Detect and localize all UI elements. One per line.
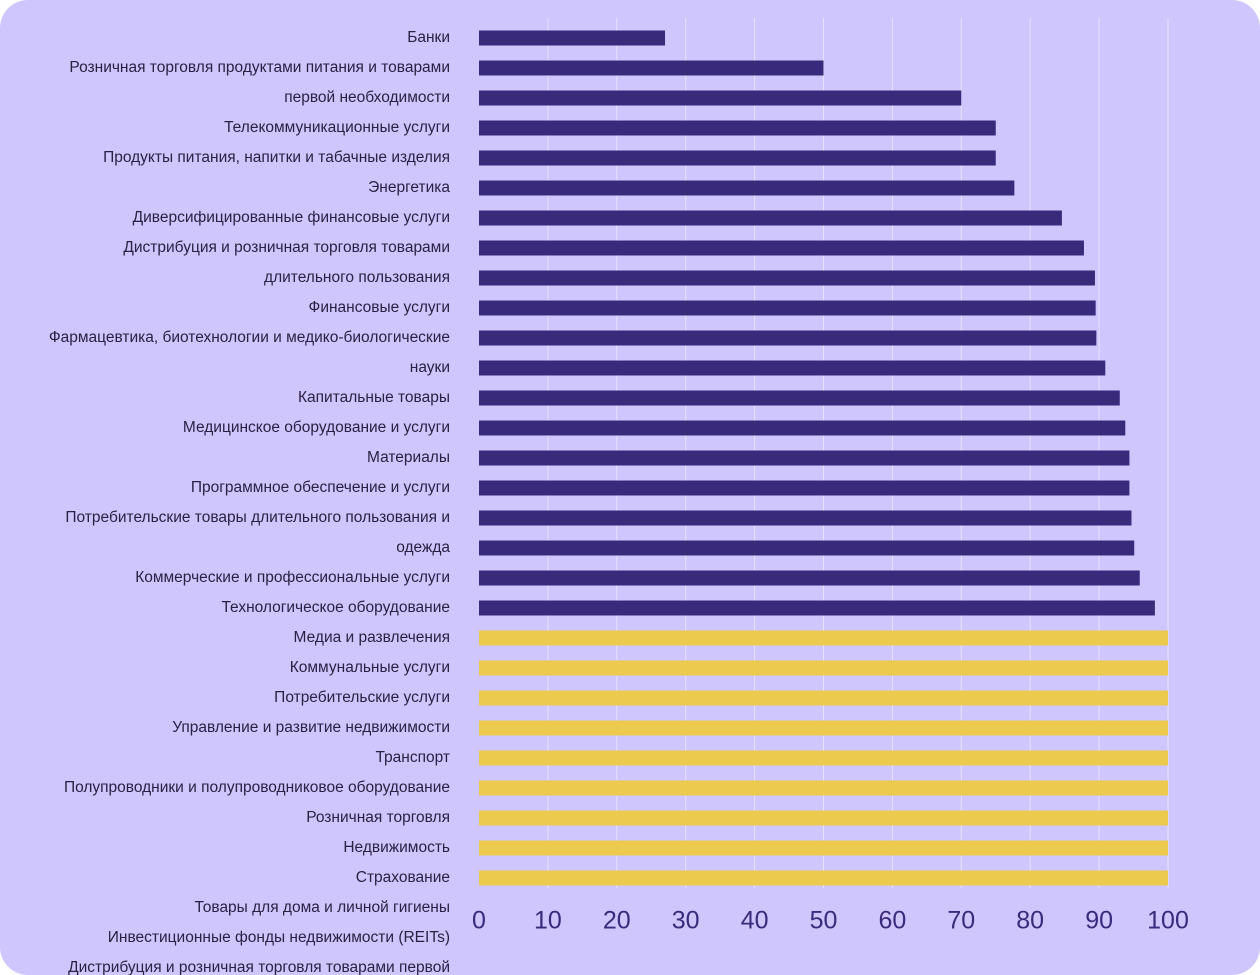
bar xyxy=(479,30,666,46)
bar xyxy=(479,660,1168,676)
bar xyxy=(479,510,1132,526)
x-tick-label: 60 xyxy=(878,907,906,935)
x-tick-label: 40 xyxy=(741,907,769,935)
category-label: науки xyxy=(410,359,450,376)
bar xyxy=(479,90,962,106)
category-label: Потребительские товары длительного польз… xyxy=(65,509,450,526)
category-label: Инвестиционные фонды недвижимости (REITs… xyxy=(108,929,450,946)
category-label: Технологическое оборудование xyxy=(221,599,450,616)
category-label: длительного пользования xyxy=(264,269,450,286)
bar xyxy=(479,150,996,166)
category-label: Полупроводники и полупроводниковое обору… xyxy=(64,779,450,796)
x-tick-label: 20 xyxy=(603,907,631,935)
bar xyxy=(479,180,1015,196)
bar xyxy=(479,360,1106,376)
category-label: Страхование xyxy=(356,869,450,886)
category-label: Дистрибуция и розничная торговля товарам… xyxy=(68,959,450,975)
category-label: Розничная торговля xyxy=(306,809,450,826)
bar xyxy=(479,870,1168,886)
bar xyxy=(479,120,996,136)
category-label: Капитальные товары xyxy=(298,389,450,406)
x-tick-label: 50 xyxy=(810,907,838,935)
category-label: Розничная торговля продуктами питания и … xyxy=(69,59,450,76)
x-tick-label: 70 xyxy=(947,907,975,935)
category-label: Программное обеспечение и услуги xyxy=(191,479,450,496)
bar xyxy=(479,450,1130,466)
category-label: одежда xyxy=(396,539,450,556)
bar xyxy=(479,480,1130,496)
category-label: Товары для дома и личной гигиены xyxy=(195,899,451,916)
category-label: Продукты питания, напитки и табачные изд… xyxy=(103,149,450,166)
category-label: Дистрибуция и розничная торговля товарам… xyxy=(123,239,450,256)
category-label: первой необходимости xyxy=(284,89,450,106)
category-label: Транспорт xyxy=(375,749,450,766)
bar xyxy=(479,840,1168,856)
category-label: Медицинское оборудование и услуги xyxy=(183,419,450,436)
x-tick-label: 0 xyxy=(472,907,486,935)
bar xyxy=(479,60,824,76)
category-label: Недвижимость xyxy=(343,839,450,856)
category-label: Потребительские услуги xyxy=(274,689,450,706)
x-tick-labels: 0 10 20 30 40 50 60 70 80 90 100 xyxy=(472,907,1189,935)
bar xyxy=(479,720,1168,736)
bar xyxy=(479,270,1095,286)
category-labels: Банки Розничная торговля продуктами питан… xyxy=(49,29,451,975)
bar xyxy=(479,600,1155,616)
bar xyxy=(479,690,1168,706)
bar xyxy=(479,630,1168,646)
bar xyxy=(479,210,1062,226)
category-label: Управление и развитие недвижимости xyxy=(172,719,450,736)
bar xyxy=(479,420,1126,436)
bar xyxy=(479,390,1120,406)
x-tick-label: 30 xyxy=(672,907,700,935)
bar xyxy=(479,330,1097,346)
bar xyxy=(479,300,1096,316)
category-label: Медиа и развлечения xyxy=(294,629,450,646)
x-tick-label: 80 xyxy=(1016,907,1044,935)
category-label: Диверсифицированные финансовые услуги xyxy=(133,209,450,226)
x-tick-label: 100 xyxy=(1147,907,1189,935)
category-label: Телекоммуникационные услуги xyxy=(224,119,450,136)
bar xyxy=(479,540,1135,556)
category-label: Коммунальные услуги xyxy=(290,659,450,676)
bar xyxy=(479,570,1140,586)
bar xyxy=(479,780,1168,796)
category-label: Материалы xyxy=(367,449,450,466)
bar xyxy=(479,240,1084,256)
bar xyxy=(479,750,1168,766)
bar xyxy=(479,810,1168,826)
category-label: Коммерческие и профессиональные услуги xyxy=(135,569,450,586)
category-label: Энергетика xyxy=(368,179,450,196)
x-tick-label: 10 xyxy=(534,907,562,935)
category-label: Финансовые услуги xyxy=(309,299,450,316)
category-label: Банки xyxy=(407,29,450,46)
x-tick-label: 90 xyxy=(1085,907,1113,935)
bars xyxy=(479,30,1168,886)
category-label: Фармацевтика, биотехнологии и медико-био… xyxy=(49,329,450,346)
